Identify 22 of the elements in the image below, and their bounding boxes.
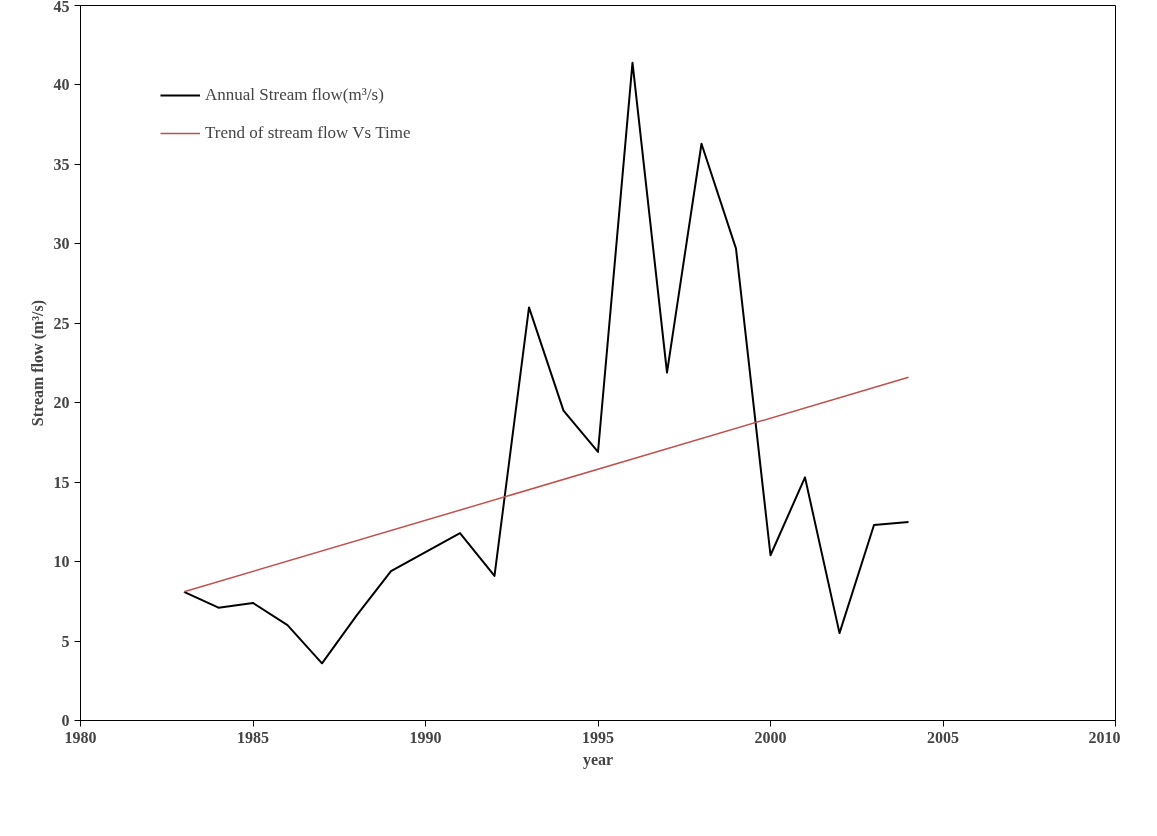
y-tick-label: 5	[61, 632, 70, 650]
y-tick-label: 25	[53, 314, 70, 332]
x-tick-label: 2005	[927, 728, 959, 746]
y-tick-label: 35	[53, 155, 70, 173]
line-series	[183, 61, 910, 665]
y-tick-label: 40	[53, 76, 70, 94]
y-tick-label: 15	[53, 473, 70, 491]
x-tick-label: 1985	[237, 728, 269, 746]
x-axis-title: year	[582, 750, 614, 769]
legend-label: Annual Stream flow(m³/s)	[205, 85, 384, 105]
x-tick-label: 1980	[64, 728, 97, 746]
x-tick-label: 2010	[1088, 728, 1121, 746]
x-tick-label: 1995	[582, 728, 614, 746]
y-tick-label: 45	[53, 0, 70, 15]
y-tick-label: 30	[53, 235, 70, 253]
x-tick-label: 1990	[409, 728, 442, 746]
y-axis-title: Stream flow (m³/s)	[28, 299, 47, 427]
y-tick-label: 0	[61, 712, 70, 729]
legend-label: Trend of stream flow Vs Time	[205, 123, 411, 143]
y-tick-label: 10	[53, 553, 70, 571]
x-tick-label: 2000	[754, 728, 787, 746]
y-tick-label: 20	[53, 394, 70, 412]
